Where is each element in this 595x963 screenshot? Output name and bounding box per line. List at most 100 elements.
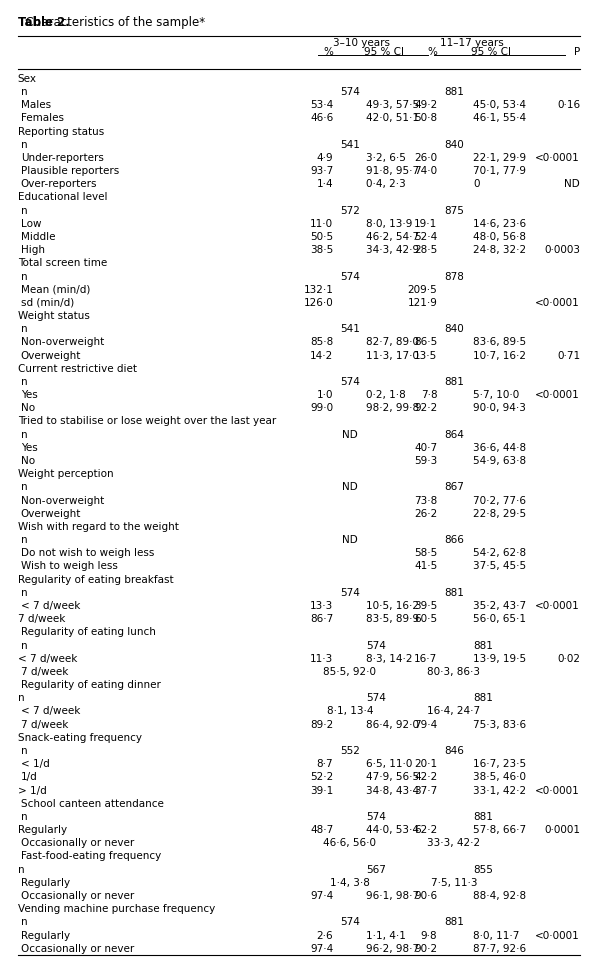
- Text: Regularly: Regularly: [21, 878, 70, 888]
- Text: 38·5: 38·5: [310, 246, 333, 255]
- Text: Under-reporters: Under-reporters: [21, 153, 104, 163]
- Text: Educational level: Educational level: [18, 193, 107, 202]
- Text: 567: 567: [366, 865, 386, 874]
- Text: 1·1, 4·1: 1·1, 4·1: [366, 930, 406, 941]
- Text: 11·3, 17·0: 11·3, 17·0: [366, 351, 419, 360]
- Text: 1·4: 1·4: [317, 179, 333, 190]
- Text: Plausible reporters: Plausible reporters: [21, 166, 119, 176]
- Text: 840: 840: [444, 325, 464, 334]
- Text: No: No: [21, 456, 35, 466]
- Text: 3·2, 6·5: 3·2, 6·5: [366, 153, 406, 163]
- Text: School canteen attendance: School canteen attendance: [21, 798, 164, 809]
- Text: sd (min/d): sd (min/d): [21, 298, 74, 308]
- Text: 7 d/week: 7 d/week: [21, 719, 68, 730]
- Text: 44·0, 53·4: 44·0, 53·4: [366, 825, 419, 835]
- Text: 0·2, 1·8: 0·2, 1·8: [366, 390, 406, 401]
- Text: Middle: Middle: [21, 232, 55, 242]
- Text: < 7 d/week: < 7 d/week: [18, 654, 77, 664]
- Text: 20·1: 20·1: [414, 759, 437, 769]
- Text: P: P: [574, 47, 580, 57]
- Text: n: n: [21, 746, 27, 756]
- Text: Males: Males: [21, 100, 51, 110]
- Text: Table 2.: Table 2.: [18, 16, 70, 29]
- Text: 70·1, 77·9: 70·1, 77·9: [473, 166, 526, 176]
- Text: 574: 574: [340, 587, 360, 598]
- Text: 48·0, 56·8: 48·0, 56·8: [473, 232, 526, 242]
- Text: Current restrictive diet: Current restrictive diet: [18, 364, 137, 374]
- Text: 49·3, 57·5: 49·3, 57·5: [366, 100, 419, 110]
- Text: No: No: [21, 403, 35, 413]
- Text: %: %: [323, 47, 333, 57]
- Text: 98·2, 99·8: 98·2, 99·8: [366, 403, 419, 413]
- Text: 40·7: 40·7: [414, 443, 437, 453]
- Text: 121·9: 121·9: [408, 298, 437, 308]
- Text: 86·5: 86·5: [414, 337, 437, 348]
- Text: 10·7, 16·2: 10·7, 16·2: [473, 351, 526, 360]
- Text: n: n: [21, 140, 27, 149]
- Text: Snack-eating frequency: Snack-eating frequency: [18, 733, 142, 742]
- Text: 97·4: 97·4: [310, 891, 333, 901]
- Text: n: n: [18, 693, 24, 703]
- Text: <0·0001: <0·0001: [536, 390, 580, 401]
- Text: 840: 840: [444, 140, 464, 149]
- Text: Sex: Sex: [18, 74, 37, 84]
- Text: 22·1, 29·9: 22·1, 29·9: [473, 153, 526, 163]
- Text: 7 d/week: 7 d/week: [18, 614, 65, 624]
- Text: 74·0: 74·0: [414, 166, 437, 176]
- Text: 41·5: 41·5: [414, 561, 437, 571]
- Text: 62·2: 62·2: [414, 825, 437, 835]
- Text: 38·5, 46·0: 38·5, 46·0: [473, 772, 526, 782]
- Text: Regularity of eating lunch: Regularity of eating lunch: [21, 627, 156, 638]
- Text: n: n: [21, 587, 27, 598]
- Text: ND: ND: [342, 535, 358, 545]
- Text: Tried to stabilise or lose weight over the last year: Tried to stabilise or lose weight over t…: [18, 417, 276, 427]
- Text: < 1/d: < 1/d: [21, 759, 49, 769]
- Text: Yes: Yes: [21, 443, 37, 453]
- Text: 132·1: 132·1: [303, 285, 333, 295]
- Text: Reporting status: Reporting status: [18, 126, 104, 137]
- Text: 7·5, 11·3: 7·5, 11·3: [431, 878, 477, 888]
- Text: 42·2: 42·2: [414, 772, 437, 782]
- Text: 0·71: 0·71: [557, 351, 580, 360]
- Text: 19·1: 19·1: [414, 219, 437, 229]
- Text: Yes: Yes: [21, 390, 37, 401]
- Text: 42·0, 51·1: 42·0, 51·1: [366, 114, 419, 123]
- Text: 881: 881: [444, 587, 464, 598]
- Text: 574: 574: [366, 640, 386, 651]
- Text: %: %: [427, 47, 437, 57]
- Text: 1·0: 1·0: [317, 390, 333, 401]
- Text: 552: 552: [340, 746, 360, 756]
- Text: 22·8, 29·5: 22·8, 29·5: [473, 508, 526, 519]
- Text: n: n: [21, 482, 27, 492]
- Text: 54·2, 62·8: 54·2, 62·8: [473, 548, 526, 559]
- Text: Occasionally or never: Occasionally or never: [21, 891, 134, 901]
- Text: Non-overweight: Non-overweight: [21, 496, 104, 506]
- Text: 39·5: 39·5: [414, 601, 437, 611]
- Text: 14·2: 14·2: [310, 351, 333, 360]
- Text: 24·8, 32·2: 24·8, 32·2: [473, 246, 526, 255]
- Text: 13·9, 19·5: 13·9, 19·5: [473, 654, 526, 664]
- Text: 209·5: 209·5: [408, 285, 437, 295]
- Text: 93·7: 93·7: [310, 166, 333, 176]
- Text: 86·4, 92·0: 86·4, 92·0: [366, 719, 419, 730]
- Text: 70·2, 77·6: 70·2, 77·6: [473, 496, 526, 506]
- Text: 89·2: 89·2: [310, 719, 333, 730]
- Text: Do not wish to weigh less: Do not wish to weigh less: [21, 548, 154, 559]
- Text: 59·3: 59·3: [414, 456, 437, 466]
- Text: 881: 881: [444, 918, 464, 927]
- Text: <0·0001: <0·0001: [536, 601, 580, 611]
- Text: 46·6: 46·6: [310, 114, 333, 123]
- Text: 16·7, 23·5: 16·7, 23·5: [473, 759, 526, 769]
- Text: 90·2: 90·2: [414, 944, 437, 953]
- Text: 14·6, 23·6: 14·6, 23·6: [473, 219, 526, 229]
- Text: 37·5, 45·5: 37·5, 45·5: [473, 561, 526, 571]
- Text: 875: 875: [444, 206, 464, 216]
- Text: 881: 881: [444, 87, 464, 97]
- Text: 82·7, 89·0: 82·7, 89·0: [366, 337, 419, 348]
- Text: 572: 572: [340, 206, 360, 216]
- Text: 1·4, 3·8: 1·4, 3·8: [330, 878, 370, 888]
- Text: Non-overweight: Non-overweight: [21, 337, 104, 348]
- Text: 35·2, 43·7: 35·2, 43·7: [473, 601, 526, 611]
- Text: 574: 574: [366, 693, 386, 703]
- Text: 91·8, 95·7: 91·8, 95·7: [366, 166, 419, 176]
